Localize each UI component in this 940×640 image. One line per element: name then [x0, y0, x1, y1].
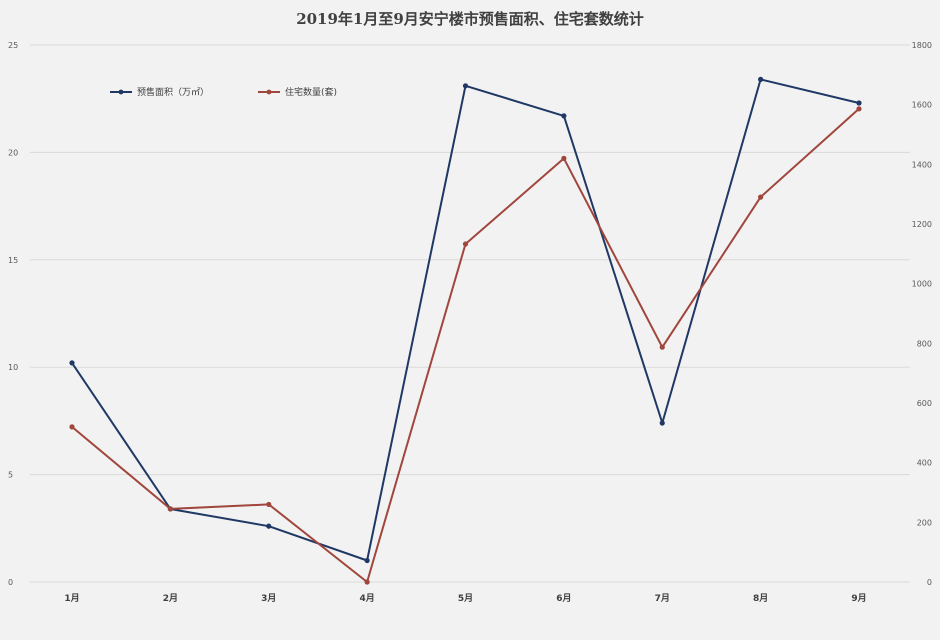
category-label: 5月 — [458, 593, 473, 604]
legend-marker — [266, 89, 272, 95]
category-label: 6月 — [556, 593, 571, 604]
data-point — [758, 76, 764, 82]
x-axis: 1月 2月 3月 4月 5月 6月 7月 8月 9月 — [64, 593, 866, 604]
left-tick-label: 5 — [8, 471, 13, 480]
category-label: 1月 — [64, 593, 79, 604]
category-label: 7月 — [655, 593, 670, 604]
data-point — [69, 360, 75, 366]
right-tick-label: 1600 — [912, 101, 932, 110]
data-point — [462, 83, 469, 89]
right-tick-label: 1800 — [912, 41, 932, 50]
data-point — [758, 194, 764, 200]
category-label: 4月 — [359, 593, 374, 604]
data-point — [856, 106, 862, 112]
left-tick-label: 25 — [8, 41, 18, 50]
right-tick-label: 400 — [917, 459, 932, 468]
data-point — [856, 100, 862, 106]
series-line-1 — [71, 108, 860, 583]
left-tick-label: 10 — [8, 363, 18, 372]
right-axis: 0 200 400 600 800 1000 1200 1400 1600 1800 — [912, 41, 932, 587]
category-label: 2月 — [163, 593, 178, 604]
right-tick-label: 1400 — [912, 160, 932, 169]
data-point — [69, 424, 75, 430]
chart-title: 2019年1月至9月安宁楼市预售面积、住宅套数统计 — [296, 10, 644, 28]
legend: 预售面积（万㎡） 住宅数量(套) — [110, 86, 337, 98]
right-tick-label: 800 — [917, 339, 932, 348]
series-layer — [69, 76, 862, 585]
right-tick-label: 600 — [917, 399, 932, 408]
right-tick-label: 1000 — [912, 280, 932, 289]
category-label: 8月 — [753, 593, 768, 604]
left-tick-label: 0 — [8, 578, 13, 587]
data-point — [364, 557, 370, 564]
grid-lines — [30, 44, 910, 583]
right-tick-label: 0 — [927, 578, 932, 587]
right-tick-label: 200 — [917, 518, 932, 527]
legend-marker — [118, 89, 124, 95]
data-point — [659, 344, 665, 350]
data-point — [266, 501, 272, 508]
category-label: 9月 — [851, 593, 866, 604]
legend-label: 预售面积（万㎡） — [137, 86, 209, 98]
series-line-0 — [71, 78, 860, 562]
data-point — [659, 420, 665, 426]
category-label: 3月 — [261, 593, 276, 604]
data-point — [364, 579, 370, 585]
data-point — [561, 155, 567, 161]
right-tick-label: 1200 — [912, 220, 932, 229]
data-point — [561, 113, 567, 119]
data-point — [167, 506, 173, 512]
data-point — [462, 241, 469, 247]
data-point — [266, 523, 272, 529]
left-tick-label: 15 — [8, 256, 18, 265]
left-axis: 0 5 10 15 20 25 — [8, 41, 18, 587]
left-tick-label: 20 — [8, 148, 18, 157]
legend-label: 住宅数量(套) — [285, 86, 337, 98]
